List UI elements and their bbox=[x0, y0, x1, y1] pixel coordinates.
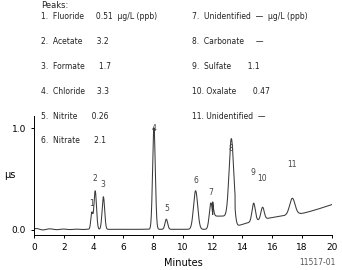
Text: 6: 6 bbox=[193, 176, 198, 185]
Text: 5: 5 bbox=[164, 204, 169, 213]
Text: 5.  Nitrite      0.26: 5. Nitrite 0.26 bbox=[41, 112, 108, 120]
Text: 9: 9 bbox=[251, 167, 255, 177]
Text: 4.  Chloride     3.3: 4. Chloride 3.3 bbox=[41, 87, 109, 96]
Text: 2.  Acetate      3.2: 2. Acetate 3.2 bbox=[41, 37, 109, 46]
Text: 1: 1 bbox=[89, 199, 94, 208]
Text: 10: 10 bbox=[257, 174, 267, 183]
Text: Peaks:: Peaks: bbox=[41, 1, 68, 10]
Text: 9.  Sulfate       1.1: 9. Sulfate 1.1 bbox=[192, 62, 259, 71]
X-axis label: Minutes: Minutes bbox=[163, 258, 202, 268]
Text: 11: 11 bbox=[288, 160, 297, 169]
Text: 3: 3 bbox=[101, 180, 105, 189]
Text: 6.  Nitrate      2.1: 6. Nitrate 2.1 bbox=[41, 136, 106, 145]
Text: 4: 4 bbox=[152, 124, 156, 133]
Y-axis label: μs: μs bbox=[4, 170, 16, 181]
Text: 11517-01: 11517-01 bbox=[299, 258, 335, 267]
Text: 7: 7 bbox=[209, 188, 213, 197]
Text: 1.  Fluoride     0.51  μg/L (ppb): 1. Fluoride 0.51 μg/L (ppb) bbox=[41, 12, 157, 21]
Text: 10. Oxalate       0.47: 10. Oxalate 0.47 bbox=[192, 87, 269, 96]
Text: 11. Unidentified  —: 11. Unidentified — bbox=[192, 112, 265, 120]
Text: 8.  Carbonate     —: 8. Carbonate — bbox=[192, 37, 263, 46]
Text: 2: 2 bbox=[93, 174, 97, 183]
Text: 8: 8 bbox=[229, 144, 234, 153]
Text: 3.  Formate      1.7: 3. Formate 1.7 bbox=[41, 62, 111, 71]
Text: 7.  Unidentified  —  μg/L (ppb): 7. Unidentified — μg/L (ppb) bbox=[192, 12, 307, 21]
